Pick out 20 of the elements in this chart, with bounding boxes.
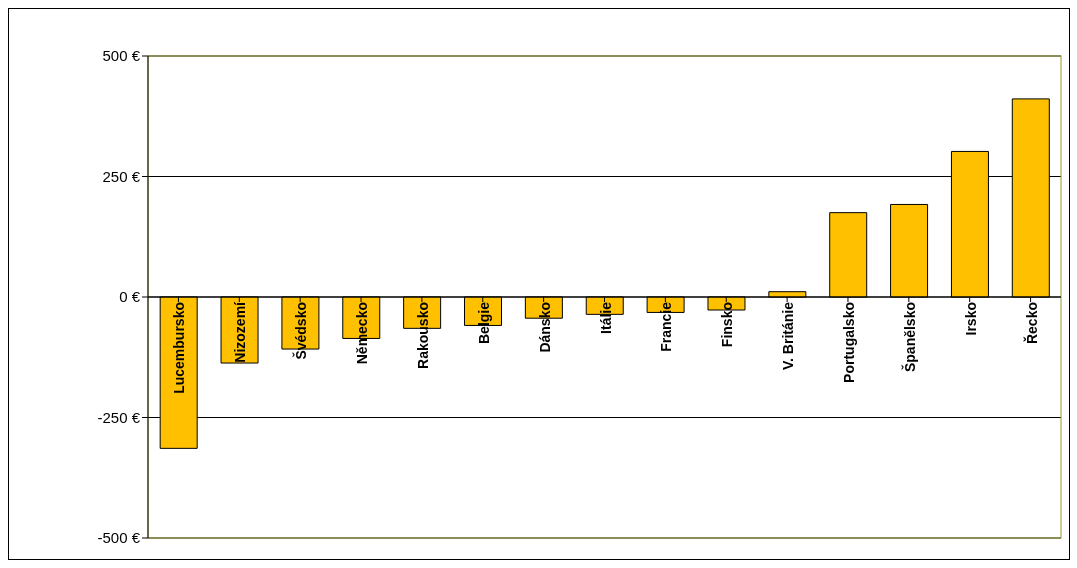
x-tick-label: Francie: [658, 301, 675, 352]
y-tick-label: -500 €: [97, 529, 141, 547]
y-tick-label: 500 €: [102, 47, 141, 65]
y-tick-label: 250 €: [102, 167, 141, 185]
y-tick-label: -250 €: [97, 408, 141, 426]
x-tick-label: Švédsko: [292, 302, 310, 360]
x-tick-label: Lucembursko: [171, 302, 188, 394]
x-tick-label: Španělsko: [900, 302, 918, 373]
x-tick-label: Finsko: [719, 302, 736, 348]
x-tick-label: Dánsko: [536, 302, 553, 353]
x-tick-label: Německo: [354, 302, 371, 365]
x-tick-label: Rakousko: [414, 302, 431, 369]
x-tick-label: Belgie: [475, 301, 492, 345]
x-tick-label: Nizozemí: [232, 300, 249, 363]
x-tick-label: Řecko: [1022, 302, 1040, 345]
x-tick-label: Irsko: [962, 302, 979, 336]
x-tick-label: Itálie: [597, 301, 614, 334]
x-tick-label: V. Británie: [780, 301, 797, 370]
x-tick-label: Portugalsko: [840, 302, 857, 383]
y-tick-label: 0 €: [119, 288, 141, 306]
